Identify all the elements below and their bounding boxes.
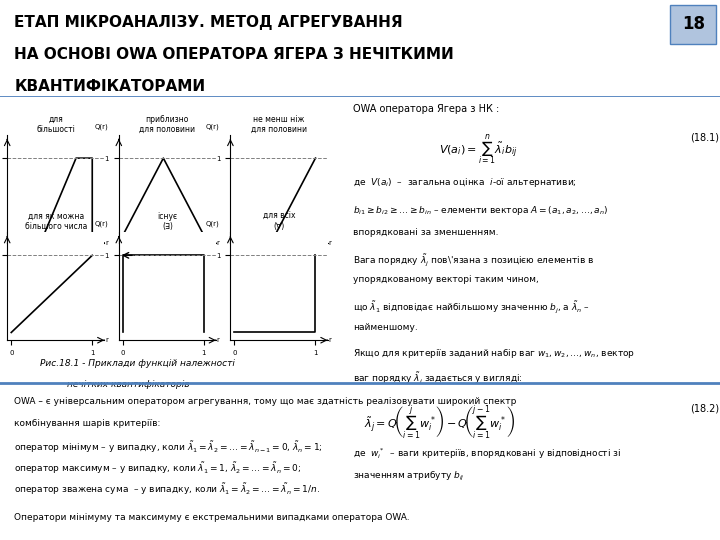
Text: OWA – є універсальним оператором агрегування, тому що має здатність реалізовуват: OWA – є універсальним оператором агрегув… bbox=[14, 397, 517, 407]
Text: (18.1): (18.1) bbox=[690, 133, 719, 143]
Text: ваг порядку $\tilde{\lambda}_j$ задається у вигляді:: ваг порядку $\tilde{\lambda}_j$ задаєтьс… bbox=[353, 370, 523, 386]
Text: Оператори мінімуму та максимуму є екстремальними випадками оператора OWA.: Оператори мінімуму та максимуму є екстре… bbox=[14, 513, 410, 522]
Text: OWA оператора Ягера з НК :: OWA оператора Ягера з НК : bbox=[353, 104, 500, 114]
Title: для
більшості: для більшості bbox=[37, 115, 75, 134]
Text: r: r bbox=[217, 337, 220, 343]
Text: що $\tilde{\lambda}_1$ відповідає найбільшому значенню $b_j$, а $\tilde{\lambda}: що $\tilde{\lambda}_1$ відповідає найбіл… bbox=[353, 299, 590, 315]
Text: r: r bbox=[217, 240, 220, 246]
Text: комбінування шарів критеріїв:: комбінування шарів критеріїв: bbox=[14, 418, 161, 428]
Text: Рис.18.1 - Приклади функцій належності: Рис.18.1 - Приклади функцій належності bbox=[40, 359, 235, 368]
Title: для як можна
більшого числа: для як можна більшого числа bbox=[24, 212, 87, 232]
Text: де  $V(a_i)$  –  загальна оцінка  $i$-ої альтернативи;: де $V(a_i)$ – загальна оцінка $i$-ої аль… bbox=[353, 176, 577, 188]
Text: 18: 18 bbox=[682, 15, 705, 33]
Text: $\tilde{\lambda}_j = Q\!\left(\sum_{i=1}^{j} w_i^*\right) - Q\!\left(\sum_{i=1}^: $\tilde{\lambda}_j = Q\!\left(\sum_{i=1}… bbox=[364, 404, 516, 442]
Text: r: r bbox=[328, 337, 331, 343]
Text: де  $w_i^*$  – ваги критеріїв, впорядковані у відповідності зі: де $w_i^*$ – ваги критеріїв, впорядкован… bbox=[353, 447, 621, 461]
Text: значенням атрибуту $b_{ij}$: значенням атрибуту $b_{ij}$ bbox=[353, 470, 465, 483]
Y-axis label: Q(r): Q(r) bbox=[94, 220, 108, 227]
Text: $b_{i1} \geq b_{i2} \geq \ldots \geq b_{in}$ – елементи вектора $A=(a_1,a_2,\ldo: $b_{i1} \geq b_{i2} \geq \ldots \geq b_{… bbox=[353, 204, 608, 217]
Title: для всіх
(∀): для всіх (∀) bbox=[263, 212, 295, 232]
Y-axis label: Q(r): Q(r) bbox=[206, 220, 220, 227]
Title: приблизно
для половини: приблизно для половини bbox=[140, 115, 195, 134]
Text: оператор максимум – у випадку, коли $\tilde{\lambda}_1=1$, $\tilde{\lambda}_2=\l: оператор максимум – у випадку, коли $\ti… bbox=[14, 461, 302, 476]
Text: $V(a_i) = \sum_{i=1}^{n} \tilde{\lambda}_i b_{ij}$: $V(a_i) = \sum_{i=1}^{n} \tilde{\lambda}… bbox=[439, 133, 518, 167]
Text: найменшому.: найменшому. bbox=[353, 323, 418, 332]
Text: оператор мінімум – у випадку, коли $\tilde{\lambda}_1=\tilde{\lambda}_2=\ldots=\: оператор мінімум – у випадку, коли $\til… bbox=[14, 440, 323, 455]
Text: упорядкованому векторі таким чином,: упорядкованому векторі таким чином, bbox=[353, 275, 539, 285]
Text: r: r bbox=[328, 240, 331, 246]
Text: КВАНТИФІКАТОРАМИ: КВАНТИФІКАТОРАМИ bbox=[14, 79, 205, 94]
Text: Якщо для критеріїв заданий набір ваг $w_1, w_2,\ldots, w_n$, вектор: Якщо для критеріїв заданий набір ваг $w_… bbox=[353, 347, 635, 360]
Text: НА ОСНОВІ OWA ОПЕРАТОРА ЯГЕРА З НЕЧІТКИМИ: НА ОСНОВІ OWA ОПЕРАТОРА ЯГЕРА З НЕЧІТКИМ… bbox=[14, 46, 454, 62]
Text: оператор зважена сума  – у випадку, коли $\tilde{\lambda}_1=\tilde{\lambda}_2=\l: оператор зважена сума – у випадку, коли … bbox=[14, 482, 320, 497]
Text: нечітких квантифікаторів: нечітких квантифікаторів bbox=[67, 380, 189, 389]
Text: ЕТАП МІКРОАНАЛІЗУ. МЕТОД АГРЕГУВАННЯ: ЕТАП МІКРОАНАЛІЗУ. МЕТОД АГРЕГУВАННЯ bbox=[14, 15, 403, 30]
Y-axis label: Q(r): Q(r) bbox=[206, 123, 220, 130]
Text: r: r bbox=[105, 240, 108, 246]
Title: не менш ніж
для половини: не менш ніж для половини bbox=[251, 115, 307, 134]
Text: впорядковані за зменшенням.: впорядковані за зменшенням. bbox=[353, 228, 498, 237]
Title: існує
(∃): існує (∃) bbox=[158, 212, 177, 232]
Text: Вага порядку $\tilde{\lambda}_j$ пов\'язана з позицією елементів в: Вага порядку $\tilde{\lambda}_j$ пов\'яз… bbox=[353, 252, 594, 267]
FancyBboxPatch shape bbox=[670, 5, 716, 44]
Text: (18.2): (18.2) bbox=[690, 404, 719, 414]
Text: r: r bbox=[105, 337, 108, 343]
Y-axis label: Q(r): Q(r) bbox=[94, 123, 108, 130]
